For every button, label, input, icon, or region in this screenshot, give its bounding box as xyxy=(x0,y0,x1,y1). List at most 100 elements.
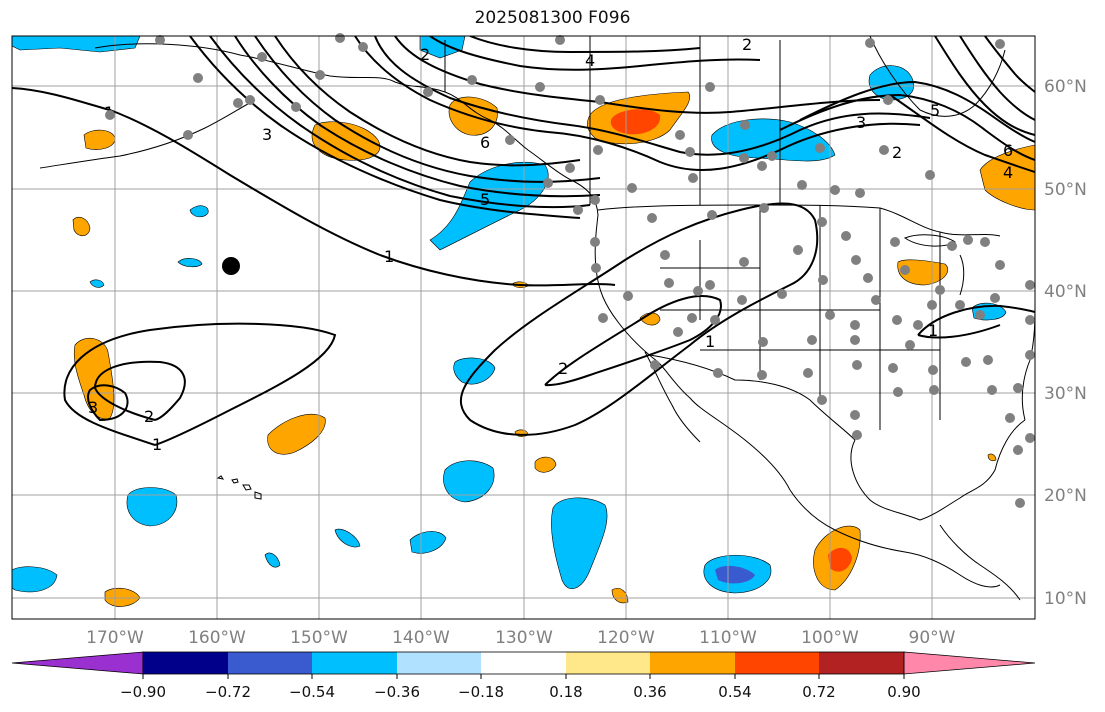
contour-1-ohio xyxy=(917,304,1035,339)
fill-cyan-south-pacific-1 xyxy=(409,531,447,554)
contour-label: 5 xyxy=(480,190,490,209)
colorbar-tick-label: 0.36 xyxy=(633,683,666,701)
contour-2-northeast xyxy=(779,93,1035,161)
fill-orange-small-5 xyxy=(534,456,557,473)
contour-label: 1 xyxy=(384,247,394,266)
lon-label: 110°W xyxy=(699,628,757,648)
contour-label: 4 xyxy=(1003,163,1013,182)
contour-2-east-top xyxy=(469,36,701,54)
contour-4-northeast xyxy=(934,36,1035,136)
fill-cyan-south-pacific-2 xyxy=(551,497,608,589)
border-us-canada xyxy=(597,204,1001,237)
lon-label: 120°W xyxy=(597,628,655,648)
colorbar-tick-label: 0.90 xyxy=(887,683,920,701)
lat-label: 60°N xyxy=(1044,77,1087,97)
contour-5-northeast xyxy=(959,36,1035,121)
fill-cyan-small-4 xyxy=(334,528,361,548)
lon-label: 160°W xyxy=(188,628,246,648)
fill-orange-small-8 xyxy=(987,453,997,462)
contour-label: 4 xyxy=(585,51,595,70)
colorbar-segment xyxy=(650,652,735,674)
border-us-mexico xyxy=(649,354,856,441)
colorbar: −0.90 −0.72 −0.54 −0.36 −0.18 0.18 0.36 … xyxy=(11,651,1036,701)
fill-orange-small-6 xyxy=(104,587,141,607)
fill-cyan-small-2 xyxy=(177,258,203,268)
contour-1-southeast xyxy=(459,202,819,436)
coast-hudson xyxy=(869,36,1006,117)
latitude-labels: 60°N 50°N 40°N 30°N 20°N 10°N xyxy=(1044,77,1087,609)
coast-mexico-west xyxy=(789,489,1001,588)
colorbar-tick-label: −0.72 xyxy=(205,683,251,701)
fill-cyan-topleft xyxy=(12,36,141,53)
contour-5-west xyxy=(254,36,601,183)
contour-label: 5 xyxy=(930,101,940,120)
colorbar-segment xyxy=(312,652,397,674)
contour-6-west xyxy=(274,36,581,167)
colorbar-segment xyxy=(397,652,481,674)
hawaiian-islands xyxy=(216,475,262,500)
contour-label: 1 xyxy=(928,321,938,340)
lon-label: 170°W xyxy=(86,628,144,648)
contour-3-northeast xyxy=(799,80,1035,143)
contour-6-east xyxy=(354,36,921,171)
fill-orange-small-7 xyxy=(611,588,629,604)
lon-label: 130°W xyxy=(495,628,553,648)
lat-label: 20°N xyxy=(1044,486,1087,506)
contour-3-east xyxy=(429,36,761,71)
contour-label: 6 xyxy=(1003,141,1013,160)
lat-label: 50°N xyxy=(1044,180,1087,200)
map-title: 2025081300 F096 xyxy=(474,8,631,28)
contour-3-west xyxy=(209,36,591,209)
lake-michigan xyxy=(959,254,965,296)
coast-alaska xyxy=(94,43,599,216)
fill-blue-mexico-pacific xyxy=(715,565,755,584)
colorbar-segment xyxy=(735,652,819,674)
colorbar-segment xyxy=(228,652,312,674)
contour-2-dipole xyxy=(93,360,186,421)
lon-label: 90°W xyxy=(909,628,956,648)
fill-red-mexico xyxy=(828,547,852,572)
lon-label: 150°W xyxy=(290,628,348,648)
contour-6-ne-b xyxy=(889,94,1035,173)
coast-central-america xyxy=(939,524,1021,601)
fill-orange-alaska-west xyxy=(83,129,116,150)
fill-cyan-small-1 xyxy=(189,205,209,218)
colorbar-tick-label: 0.18 xyxy=(549,683,582,701)
colorbar-segment xyxy=(819,652,904,674)
fill-cyan-small-3 xyxy=(89,279,105,288)
fill-orange-midwest xyxy=(897,259,949,286)
contour-label: 6 xyxy=(480,133,490,152)
coast-aleutians xyxy=(39,99,256,169)
colorbar-tick-label: −0.18 xyxy=(458,683,504,701)
colorbar-segment xyxy=(566,652,650,674)
border-states-1 xyxy=(660,205,941,430)
contour-labels: 1 1 1 1 1 2 2 2 2 2 3 3 3 4 4 5 5 6 6 xyxy=(88,35,1013,454)
contour-4-west xyxy=(234,36,601,198)
contour-label: 3 xyxy=(856,113,866,132)
contour-label: 2 xyxy=(892,143,902,162)
contour-label: 3 xyxy=(88,398,98,417)
colorbar-segment xyxy=(143,652,228,674)
anomaly-fills xyxy=(12,36,1035,607)
contour-6-northeast xyxy=(984,36,1035,93)
contour-5-east xyxy=(374,36,931,156)
station-dots xyxy=(105,33,1035,508)
contour-label: 2 xyxy=(742,35,752,54)
map-frame xyxy=(11,35,1036,620)
contour-label: 2 xyxy=(144,407,154,426)
contour-label: 2 xyxy=(558,359,568,378)
contour-2-west xyxy=(189,36,581,219)
lon-label: 140°W xyxy=(392,628,450,648)
fill-red-canada xyxy=(610,109,661,135)
coast-gulf xyxy=(850,419,1026,521)
fill-cyan-far-west xyxy=(12,566,58,593)
contour-1-dipole xyxy=(63,322,337,446)
fill-cyan-central-pacific xyxy=(443,460,495,503)
border-canada-prov xyxy=(589,36,781,205)
fill-cyan-small-5 xyxy=(264,552,281,568)
longitude-labels: 170°W 160°W 150°W 140°W 130°W 120°W 110°… xyxy=(86,628,956,648)
colorbar-segment xyxy=(481,652,566,674)
coast-us-west xyxy=(594,214,791,491)
fill-orange-small-1 xyxy=(72,216,91,237)
